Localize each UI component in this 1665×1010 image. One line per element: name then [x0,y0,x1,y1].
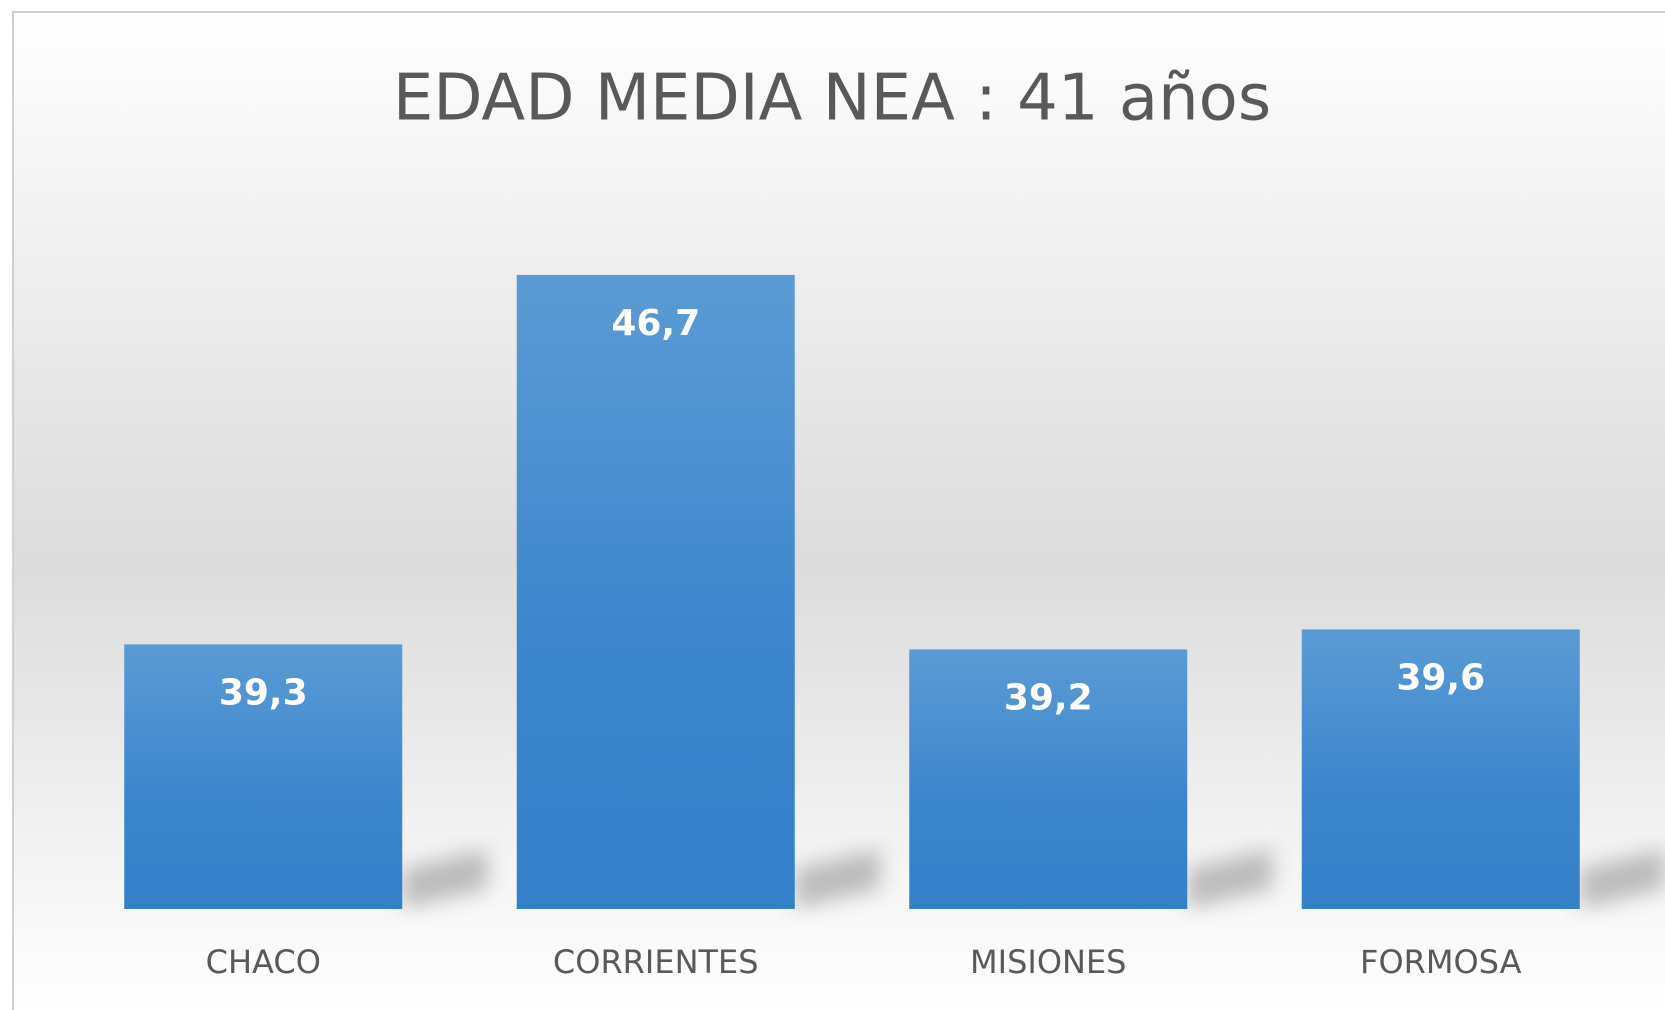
bar-shadow [794,849,880,909]
bar [909,649,1188,909]
data-label: 39,6 [1396,657,1485,698]
data-label: 46,7 [611,303,700,344]
data-label: 39,2 [1004,677,1093,718]
bar-shadow [402,849,488,909]
x-tick-label: CORRIENTES [553,943,759,981]
bar [1301,629,1580,909]
bar [124,644,403,909]
x-tick-label: FORMOSA [1360,943,1522,981]
x-tick-label: MISIONES [970,943,1126,981]
bar [516,274,795,910]
data-label: 39,3 [219,672,308,713]
x-tick-label: CHACO [206,943,321,981]
chart-title: EDAD MEDIA NEA : 41 años [393,62,1271,136]
bar-shadow [1187,849,1273,909]
bar-shadow [1579,849,1665,909]
